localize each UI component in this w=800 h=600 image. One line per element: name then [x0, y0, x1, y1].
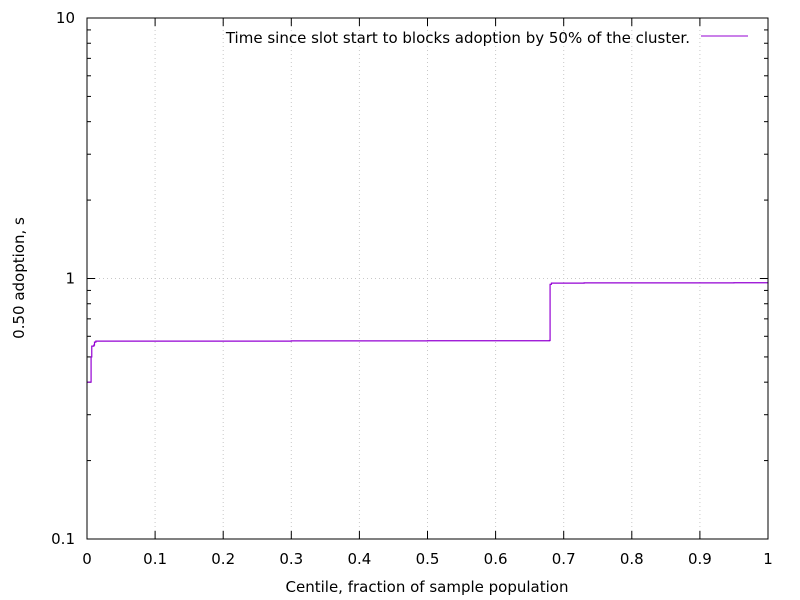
tick-labels: 0 0.1 0.2 0.3 0.4 0.5 0.6 0.7 0.8 0.9 1 0.1 1 10 [51, 9, 773, 568]
legend: Time since slot start to blocks adoption… [225, 29, 748, 47]
series-layer [87, 282, 769, 383]
y-axis-label: 0.50 adoption, s [10, 217, 28, 339]
grid [87, 18, 768, 539]
y-tick-label: 1 [65, 270, 75, 288]
x-tick-label: 0.1 [143, 550, 167, 568]
x-tick-label: 0.9 [688, 550, 712, 568]
y-tick-label: 10 [56, 9, 75, 27]
x-axis-label: Centile, fraction of sample population [286, 578, 569, 596]
x-tick-label: 0.6 [484, 550, 508, 568]
x-tick-label: 0.7 [552, 550, 576, 568]
x-tick-label: 0.2 [211, 550, 235, 568]
x-tick-label: 0 [82, 550, 92, 568]
x-tick-label: 1 [763, 550, 773, 568]
ticks [86, 17, 769, 540]
series-line [87, 282, 769, 383]
legend-label: Time since slot start to blocks adoption… [225, 29, 690, 47]
minor-ticks [87, 29, 768, 462]
y-tick-label: 0.1 [51, 530, 75, 548]
x-tick-label: 0.5 [416, 550, 440, 568]
x-tick-label: 0.3 [279, 550, 303, 568]
x-tick-label: 0.8 [620, 550, 644, 568]
x-tick-label: 0.4 [347, 550, 371, 568]
